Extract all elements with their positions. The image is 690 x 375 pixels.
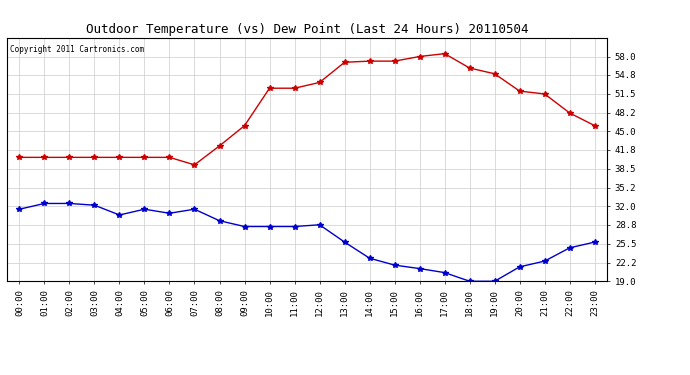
Title: Outdoor Temperature (vs) Dew Point (Last 24 Hours) 20110504: Outdoor Temperature (vs) Dew Point (Last…	[86, 23, 529, 36]
Text: Copyright 2011 Cartronics.com: Copyright 2011 Cartronics.com	[10, 45, 144, 54]
